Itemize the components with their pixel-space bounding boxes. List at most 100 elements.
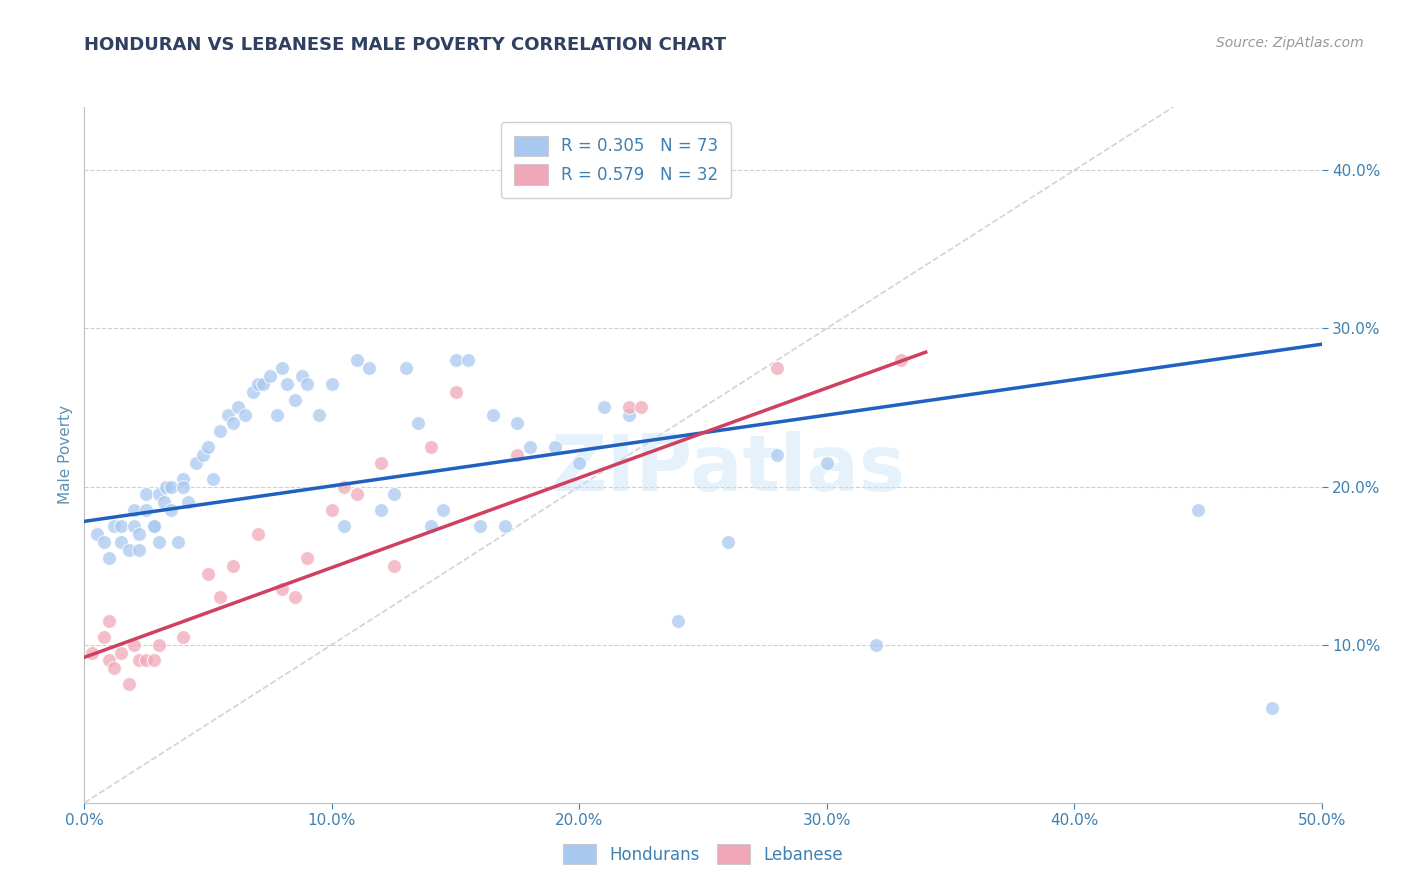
Point xyxy=(155,479,177,493)
Point xyxy=(266,409,288,423)
Point xyxy=(152,495,174,509)
Point xyxy=(252,376,274,391)
Point xyxy=(98,550,121,565)
Point xyxy=(444,353,467,368)
Point xyxy=(321,376,343,391)
Point xyxy=(167,534,190,549)
Point xyxy=(276,376,298,391)
Point xyxy=(160,479,183,493)
Point xyxy=(357,360,380,375)
Point xyxy=(217,409,239,423)
Point xyxy=(135,487,157,501)
Point xyxy=(191,448,214,462)
Point xyxy=(118,542,141,557)
Point xyxy=(209,424,232,438)
Point xyxy=(346,487,368,501)
Point xyxy=(1261,701,1284,715)
Point xyxy=(666,614,689,628)
Point xyxy=(148,534,170,549)
Point xyxy=(142,519,165,533)
Point xyxy=(506,448,529,462)
Point xyxy=(291,368,314,383)
Point xyxy=(444,384,467,399)
Point xyxy=(98,653,121,667)
Point xyxy=(295,550,318,565)
Point xyxy=(148,638,170,652)
Point xyxy=(135,503,157,517)
Point xyxy=(148,487,170,501)
Point xyxy=(1187,503,1209,517)
Point xyxy=(382,487,405,501)
Point xyxy=(766,360,789,375)
Point xyxy=(617,401,640,415)
Point xyxy=(209,591,232,605)
Point xyxy=(110,646,132,660)
Point xyxy=(80,646,103,660)
Point xyxy=(172,630,194,644)
Point xyxy=(242,384,264,399)
Point xyxy=(321,503,343,517)
Point xyxy=(481,409,503,423)
Point xyxy=(202,472,225,486)
Point xyxy=(382,558,405,573)
Point xyxy=(494,519,516,533)
Point xyxy=(630,401,652,415)
Point xyxy=(103,519,125,533)
Point xyxy=(543,440,565,454)
Point xyxy=(246,376,269,391)
Point xyxy=(135,653,157,667)
Point xyxy=(142,519,165,533)
Point xyxy=(419,440,441,454)
Point xyxy=(519,440,541,454)
Point xyxy=(333,519,356,533)
Point xyxy=(122,519,145,533)
Point xyxy=(122,503,145,517)
Point xyxy=(93,630,115,644)
Point xyxy=(128,542,150,557)
Point xyxy=(122,638,145,652)
Point xyxy=(197,440,219,454)
Point xyxy=(717,534,740,549)
Point xyxy=(890,353,912,368)
Point xyxy=(506,417,529,431)
Point xyxy=(103,661,125,675)
Point xyxy=(766,448,789,462)
Point xyxy=(284,591,307,605)
Point xyxy=(419,519,441,533)
Legend: Hondurans, Lebanese: Hondurans, Lebanese xyxy=(557,838,849,871)
Point xyxy=(128,527,150,541)
Point xyxy=(142,653,165,667)
Point xyxy=(370,503,392,517)
Point xyxy=(197,566,219,581)
Point xyxy=(86,527,108,541)
Point xyxy=(222,417,245,431)
Point xyxy=(184,456,207,470)
Point xyxy=(593,401,616,415)
Point xyxy=(346,353,368,368)
Point xyxy=(128,653,150,667)
Point xyxy=(110,534,132,549)
Point xyxy=(815,456,838,470)
Y-axis label: Male Poverty: Male Poverty xyxy=(58,405,73,505)
Point xyxy=(470,519,492,533)
Point xyxy=(98,614,121,628)
Point xyxy=(295,376,318,391)
Point xyxy=(271,582,294,597)
Point xyxy=(432,503,454,517)
Point xyxy=(271,360,294,375)
Point xyxy=(226,401,249,415)
Point xyxy=(408,417,430,431)
Point xyxy=(246,527,269,541)
Point xyxy=(110,519,132,533)
Point xyxy=(284,392,307,407)
Point xyxy=(160,503,183,517)
Point xyxy=(568,456,591,470)
Point xyxy=(865,638,887,652)
Point xyxy=(93,534,115,549)
Point xyxy=(617,409,640,423)
Text: Source: ZipAtlas.com: Source: ZipAtlas.com xyxy=(1216,36,1364,50)
Point xyxy=(172,479,194,493)
Point xyxy=(177,495,200,509)
Point xyxy=(222,558,245,573)
Point xyxy=(233,409,256,423)
